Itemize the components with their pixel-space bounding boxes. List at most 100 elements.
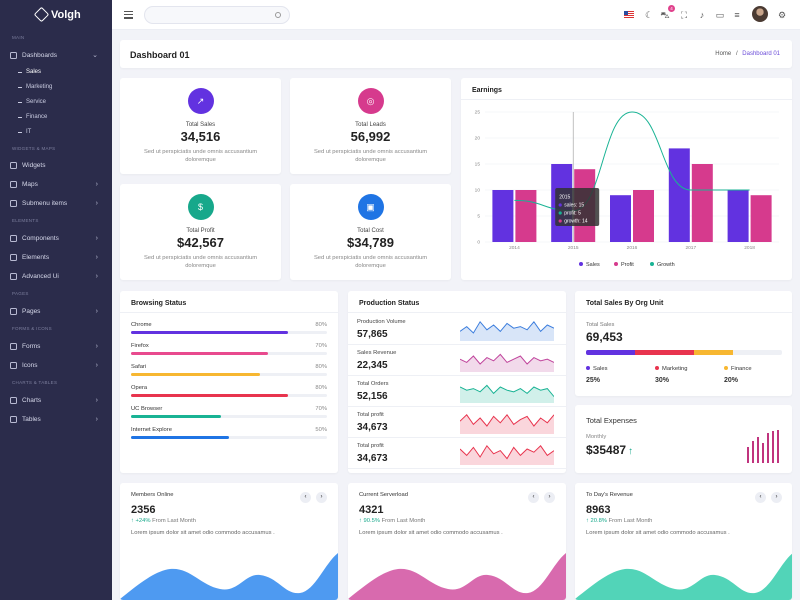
stat-desc: Sed ut perspiciatis unde omnis accusanti…	[143, 149, 258, 163]
cart-icon[interactable]: ⛍	[660, 10, 670, 20]
org-progress-sales	[586, 350, 635, 355]
production-status-card: Production Status Production Volume 57,86…	[348, 291, 566, 473]
moon-icon[interactable]: ☾	[644, 10, 654, 20]
tables-icon	[10, 415, 17, 423]
x-tick-label: 2017	[685, 245, 696, 251]
sidebar-sub-marketing[interactable]: Marketing	[18, 84, 52, 90]
summary-title: Members Online	[131, 492, 174, 498]
brand[interactable]: Volgh	[0, 0, 112, 30]
spark-bar	[752, 441, 754, 463]
org-label: Total Sales	[586, 322, 615, 328]
production-row: Sales Revenue 22,345	[348, 345, 566, 376]
advanced-icon	[10, 272, 17, 280]
summary-title: To Day's Revenue	[586, 492, 633, 498]
next-button[interactable]: ›	[544, 492, 555, 503]
org-legend-marketing: Marketing	[655, 366, 687, 372]
prev-button[interactable]: ‹	[755, 492, 766, 503]
sidebar-item-tables[interactable]: Tables ›	[0, 411, 112, 427]
next-button[interactable]: ›	[316, 492, 327, 503]
next-button[interactable]: ›	[771, 492, 782, 503]
pages-icon	[10, 307, 17, 315]
production-value: 22,345	[357, 360, 388, 371]
target-icon: ◎	[357, 88, 384, 114]
summary-desc: Lorem ipsum dolor sit amet odio commodo …	[359, 530, 503, 536]
sidebar-sub-it[interactable]: IT	[18, 129, 31, 135]
stat-value: 34,516	[180, 129, 221, 144]
bar-profit	[633, 190, 654, 242]
icons-icon	[10, 361, 17, 369]
components-icon	[10, 234, 17, 242]
chevron-right-icon: ›	[95, 253, 98, 261]
sidebar-item-dashboards[interactable]: Dashboards ⌄	[0, 47, 112, 63]
sidebar-item-icons[interactable]: Icons ›	[0, 357, 112, 373]
sidebar-item-label: Maps	[22, 180, 38, 188]
chevron-right-icon: ›	[95, 307, 98, 315]
sidebar-item-submenu[interactable]: Submenu items ›	[0, 195, 112, 211]
stat-card-total-sales: ↗ Total Sales 34,516 Sed ut perspiciatis…	[120, 78, 281, 174]
browser-row: Firefox 70%	[131, 343, 327, 355]
avatar[interactable]	[752, 6, 768, 22]
sidebar-sub-service[interactable]: Service	[18, 99, 46, 105]
sidebar-sub-finance[interactable]: Finance	[18, 114, 47, 120]
section-charts: Charts & Tables	[12, 380, 58, 385]
spark-bar	[767, 433, 769, 463]
summary-desc: Lorem ipsum dolor sit amet odio commodo …	[131, 530, 275, 536]
sidebar-item-forms[interactable]: Forms ›	[0, 338, 112, 354]
gear-icon[interactable]: ⚙	[777, 10, 787, 20]
org-value: 69,453	[586, 330, 623, 344]
flag-icon[interactable]	[624, 11, 634, 18]
summary-change: ↑ 90.5% From Last Month	[359, 518, 426, 524]
sidebar-item-components[interactable]: Components ›	[0, 230, 112, 246]
x-tick-label: 2016	[627, 245, 638, 251]
x-tick-label: 2015	[568, 245, 579, 251]
page-title: Dashboard 01	[130, 50, 190, 60]
sidebar-item-pages[interactable]: Pages ›	[0, 303, 112, 319]
y-tick-label: 20	[475, 136, 481, 142]
stat-desc: Sed ut perspiciatis unde omnis accusanti…	[313, 149, 428, 163]
sidebar: Volgh Main Dashboards ⌄ Sales Marketing …	[0, 0, 112, 600]
sidebar-item-charts[interactable]: Charts ›	[0, 392, 112, 408]
section-pages: Pages	[12, 291, 29, 296]
summary-area-chart	[120, 553, 338, 600]
org-progress	[586, 350, 782, 355]
browser-name: Firefox	[131, 343, 149, 349]
search-input[interactable]	[144, 6, 290, 24]
sidebar-item-elements[interactable]: Elements ›	[0, 249, 112, 265]
sidebar-item-label: Tables	[22, 415, 41, 423]
page-header: Dashboard 01 Home / Dashboard 01	[120, 40, 792, 68]
summary-change: ↑ 20.8% From Last Month	[586, 518, 653, 524]
message-icon[interactable]: ▭	[715, 10, 725, 20]
menu-toggle-icon[interactable]	[124, 11, 133, 21]
expenses-value: $35487 ↑	[586, 443, 634, 457]
list-icon[interactable]: ≡	[734, 10, 740, 20]
org-legend-finance: Finance	[724, 366, 752, 372]
breadcrumb-home[interactable]: Home	[715, 51, 732, 57]
y-tick-label: 15	[475, 162, 481, 168]
chevron-right-icon: ›	[95, 415, 98, 423]
bell-icon[interactable]: ♪	[699, 10, 705, 20]
tooltip-text: growth: 14	[564, 219, 588, 225]
browser-row: UC Browser 70%	[131, 406, 327, 418]
widgets-icon	[10, 161, 17, 169]
map-icon	[10, 180, 17, 188]
search-icon[interactable]	[275, 12, 281, 18]
legend-swatch	[614, 262, 618, 266]
sidebar-item-advanced-ui[interactable]: Advanced Ui ›	[0, 268, 112, 284]
spark-bar	[777, 430, 779, 463]
bar-sales	[492, 190, 514, 242]
sidebar-item-maps[interactable]: Maps ›	[0, 176, 112, 192]
sidebar-sub-sales[interactable]: Sales	[18, 69, 41, 75]
sidebar-item-widgets[interactable]: Widgets	[0, 157, 112, 173]
earnings-chart: 0 5 10 15 20 25 2014 2015 2016 2017 2018 2015 sales:…	[475, 110, 779, 268]
org-pct-marketing: 30%	[655, 377, 670, 384]
prev-button[interactable]: ‹	[528, 492, 539, 503]
y-tick-label: 0	[477, 240, 480, 246]
bar-sales	[668, 148, 690, 242]
sidebar-item-label: Charts	[22, 396, 42, 404]
fullscreen-icon[interactable]: ⛶	[680, 10, 688, 20]
stat-label: Total Profit	[186, 228, 215, 234]
prev-button[interactable]: ‹	[300, 492, 311, 503]
tooltip-box	[555, 188, 600, 226]
production-row: Total profit 34,673	[348, 438, 566, 469]
chevron-right-icon: ›	[95, 234, 98, 242]
